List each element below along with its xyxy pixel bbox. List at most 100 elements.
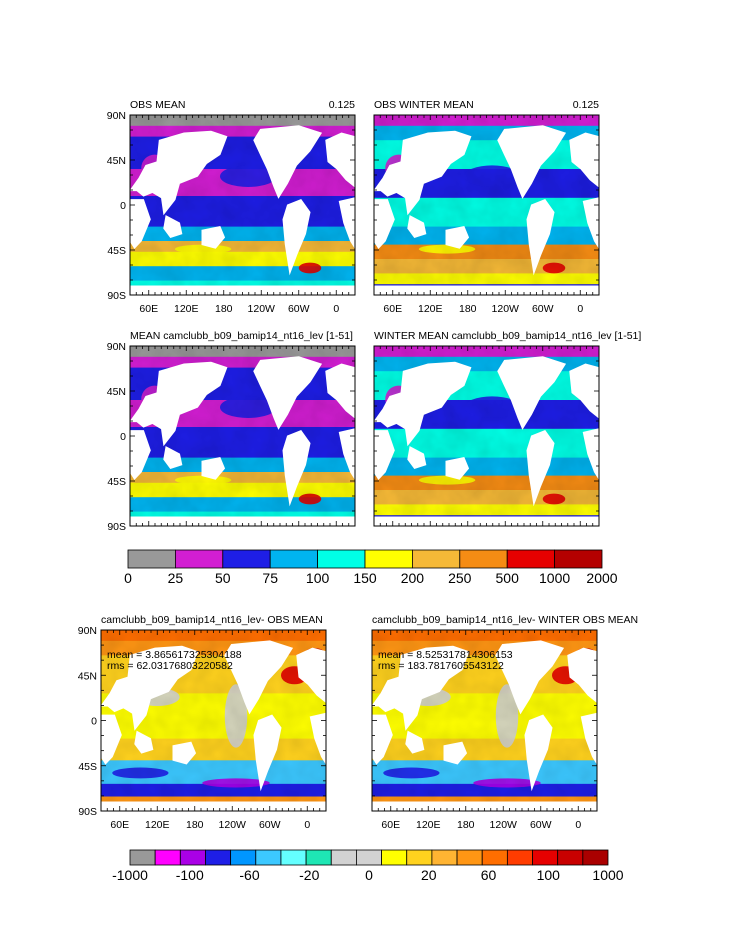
- colorbar-box: [255, 849, 282, 866]
- land-mass: [282, 198, 311, 276]
- land-mass: [374, 130, 472, 216]
- map-panel-1: OBS MEAN 0.125 90N 45N 0 45S 90S 60E 120E 180 120W…: [107, 99, 356, 315]
- land-mass: [582, 197, 599, 250]
- colorbar-box: [557, 849, 584, 866]
- colorbar-label: 0: [124, 570, 132, 586]
- colorbar-box: [179, 849, 206, 866]
- land-mass: [309, 712, 326, 765]
- land-mass: [130, 199, 151, 250]
- x-tick-label: 60E: [381, 819, 400, 831]
- colorbar-box: [269, 549, 319, 569]
- y-tick-label: 45N: [107, 155, 126, 167]
- x-tick-label: 60W: [530, 819, 552, 831]
- colorbar-label: 100: [537, 867, 561, 883]
- x-tick-label: 60W: [532, 303, 554, 315]
- colorbar-cb2: -1000 -100 -60 -20 0 20 60 100 1000: [112, 849, 624, 883]
- y-tick-label: 45S: [107, 245, 126, 257]
- colorbar-box: [205, 849, 232, 866]
- colorbar-label: 50: [215, 570, 231, 586]
- land-mass: [569, 132, 599, 188]
- colorbar-label: 25: [168, 570, 184, 586]
- x-tick-label: 120W: [492, 303, 520, 315]
- colorbar-box: [174, 549, 224, 569]
- land-mass: [172, 741, 197, 765]
- colorbar-box: [481, 849, 508, 866]
- colorbar-label: 100: [306, 570, 330, 586]
- y-tick-label: 90N: [78, 625, 97, 637]
- land-mass: [253, 125, 323, 199]
- colorbar-label: 20: [421, 867, 437, 883]
- colorbar-label: -1000: [112, 867, 148, 883]
- land-mass: [253, 714, 282, 792]
- x-tick-label: 120E: [416, 819, 441, 831]
- land-mass: [372, 714, 393, 765]
- land-mass: [325, 132, 355, 188]
- land-mass: [495, 640, 565, 715]
- land-mass: [130, 361, 228, 447]
- x-tick-label: 120W: [248, 303, 276, 315]
- x-tick-label: 180: [186, 819, 204, 831]
- map-panel-6: camclubb_b09_bamip14_nt16_lev- WINTER OB…: [371, 614, 638, 831]
- colorbar-label: 2000: [586, 570, 617, 586]
- x-tick-label: 0: [575, 819, 581, 831]
- land-mass: [569, 363, 599, 419]
- colorbar-box: [317, 549, 366, 569]
- land-mass: [101, 714, 122, 765]
- land-mass: [580, 712, 597, 765]
- land-mass: [224, 640, 294, 715]
- y-tick-label: 45N: [107, 386, 126, 398]
- tick-marks: [371, 629, 598, 812]
- panel-title: camclubb_b09_bamip14_nt16_lev- WINTER OB…: [372, 614, 638, 626]
- colorbar-label: 150: [353, 570, 377, 586]
- y-tick-label: 90S: [107, 290, 126, 302]
- colorbar-label: -20: [299, 867, 319, 883]
- x-tick-label: 180: [459, 303, 477, 315]
- colorbar-label: 0: [365, 867, 373, 883]
- land-mass: [374, 430, 395, 481]
- land-mass: [497, 356, 567, 430]
- colorbar-label: -100: [176, 867, 204, 883]
- panel-stat: mean = 8.525317814306153: [378, 649, 513, 661]
- x-tick-label: 60W: [259, 819, 281, 831]
- panel-title: OBS WINTER MEAN: [374, 99, 474, 111]
- tick-marks: [129, 114, 356, 296]
- land-mass: [130, 130, 228, 216]
- land-mass: [338, 428, 355, 481]
- land-mass: [163, 215, 183, 238]
- land-mass: [407, 215, 427, 238]
- x-tick-label: 120W: [219, 819, 247, 831]
- x-tick-label: 120E: [418, 303, 443, 315]
- tick-marks: [100, 629, 327, 812]
- land-mass: [372, 645, 470, 731]
- colorbar-box: [364, 549, 413, 569]
- tick-marks: [373, 114, 600, 296]
- colorbar-box: [406, 849, 433, 866]
- x-tick-label: 60E: [139, 303, 158, 315]
- land-mass: [445, 457, 470, 480]
- colorbar-cb1: 0 25 50 75 100 150 200 250 500 1000 2000: [124, 549, 618, 586]
- land-mass: [526, 429, 555, 507]
- colorbar-box: [506, 549, 556, 569]
- land-mass: [445, 226, 470, 249]
- colorbar-label: 60: [481, 867, 497, 883]
- y-tick-label: 0: [120, 200, 126, 212]
- panel-title: camclubb_b09_bamip14_nt16_lev- OBS MEAN: [101, 614, 323, 626]
- y-tick-label: 45N: [78, 670, 97, 682]
- land-mass: [130, 430, 151, 481]
- land-mass: [201, 226, 226, 249]
- land-mass: [325, 363, 355, 419]
- land-mass: [524, 714, 553, 792]
- colorbar-label: 1000: [592, 867, 623, 883]
- colorbar-box: [554, 549, 603, 569]
- land-mass: [497, 125, 567, 199]
- x-tick-label: 60E: [383, 303, 402, 315]
- map-panel-2: OBS WINTER MEAN 0.125 60E 120E 180 120W 60W 0: [373, 99, 600, 315]
- y-tick-label: 90N: [107, 341, 126, 353]
- y-tick-label: 45S: [107, 476, 126, 488]
- colorbar-box: [582, 849, 609, 866]
- panel-field: [374, 346, 599, 526]
- land-mass: [338, 197, 355, 250]
- land-mass: [405, 730, 425, 754]
- y-tick-label: 0: [91, 716, 97, 728]
